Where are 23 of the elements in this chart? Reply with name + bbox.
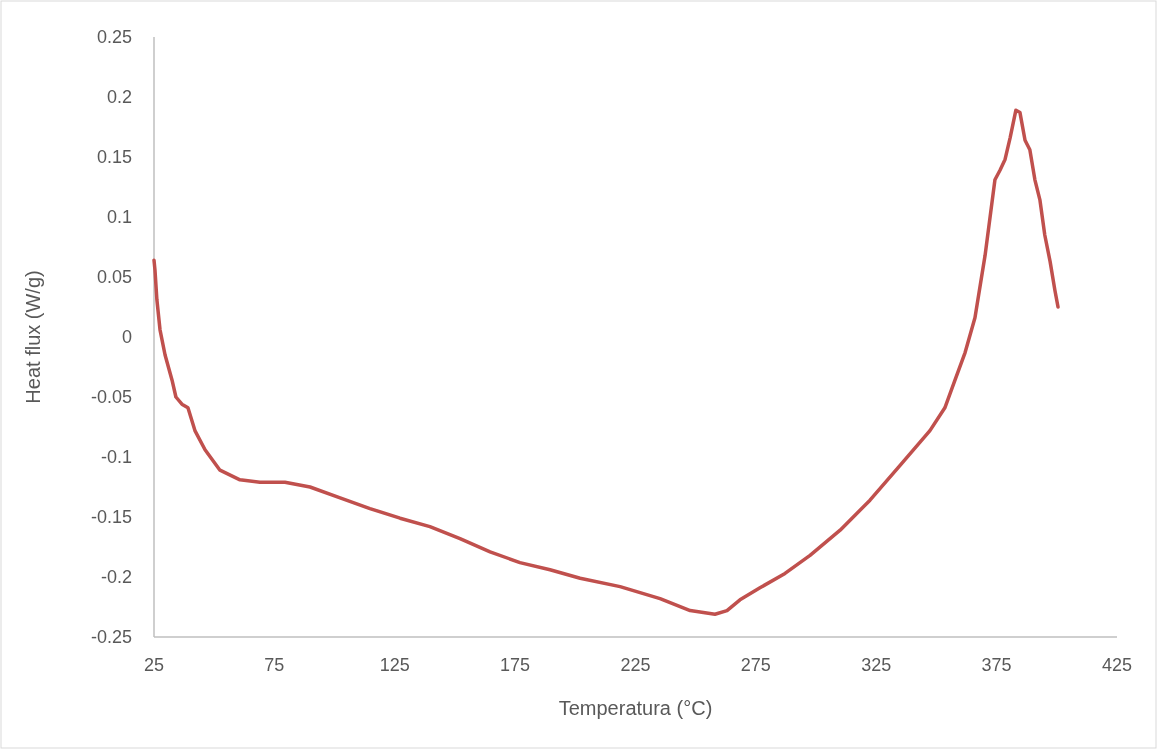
y-axis-title: Heat flux (W/g) <box>22 270 44 404</box>
y-tick-label: -0.25 <box>90 627 132 648</box>
x-tick-label: 425 <box>1101 655 1133 675</box>
x-tick-label: 75 <box>264 655 285 675</box>
y-tick-label: -0.15 <box>90 507 132 528</box>
y-tick-label: 0.05 <box>96 267 132 288</box>
y-tick-label: -0.2 <box>100 567 132 588</box>
y-tick-label: 0.15 <box>96 147 132 168</box>
y-tick-label: 0 <box>121 327 132 348</box>
x-tick-label: 25 <box>143 655 165 675</box>
x-tick-label: 325 <box>861 655 892 675</box>
x-tick-label: 225 <box>620 655 651 675</box>
y-tick-label: 0.2 <box>106 87 132 108</box>
x-axis-title: Temperatura (°C) <box>558 697 713 719</box>
y-tick-label: -0.05 <box>90 387 132 408</box>
y-tick-label: 0.1 <box>106 207 132 228</box>
y-tick-label: 0.25 <box>96 27 132 48</box>
x-tick-label: 375 <box>981 655 1012 675</box>
y-tick-label: -0.1 <box>100 447 132 468</box>
x-tick-label: 175 <box>500 655 531 675</box>
line-series <box>152 108 1060 616</box>
x-tick-label: 275 <box>740 655 771 675</box>
x-tick-label: 125 <box>379 655 410 675</box>
